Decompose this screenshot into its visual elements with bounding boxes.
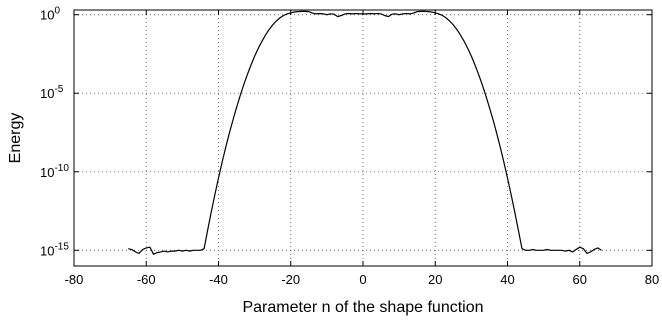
x-tick-label: -80 <box>65 272 84 287</box>
x-tick-label: 20 <box>428 272 442 287</box>
x-tick-label: -20 <box>281 272 300 287</box>
series-line-energy <box>128 10 602 255</box>
x-tick-label: 60 <box>573 272 587 287</box>
x-tick-label: -40 <box>209 272 228 287</box>
x-tick-label: 40 <box>500 272 514 287</box>
y-axis-label: Energy <box>7 113 24 164</box>
y-tick-label: 10-15 <box>40 241 69 258</box>
y-tick-labels: 100 10-5 10-10 10-15 <box>40 6 69 259</box>
x-tick-label: 0 <box>359 272 366 287</box>
grid <box>74 10 652 266</box>
y-tick-label: 100 <box>40 6 60 23</box>
y-tick-label: 10-10 <box>40 163 69 180</box>
x-tick-labels: -80 -60 -40 -20 0 20 40 60 80 <box>65 272 660 287</box>
y-tick-label: 10-5 <box>40 84 64 101</box>
x-tick-label: 80 <box>645 272 659 287</box>
x-axis-label: Parameter n of the shape function <box>242 299 483 316</box>
x-tick-label: -60 <box>137 272 156 287</box>
